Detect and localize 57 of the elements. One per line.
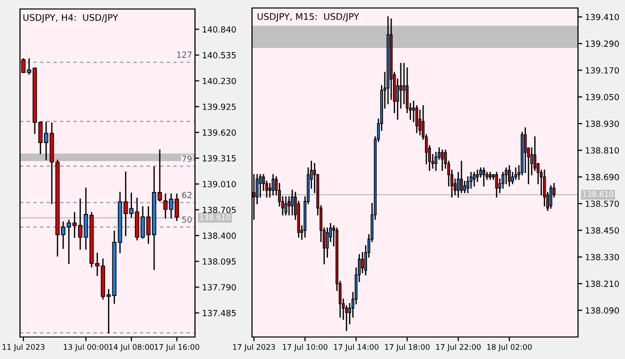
y-tick-label: 138.400 [202,232,236,239]
y-tick-label: 139.010 [202,180,236,188]
text: USDJPY, M15: USD/JPY [258,13,360,22]
candlestick [524,127,527,174]
y-tick-label: 139.315 [202,155,236,162]
y-tick-label: 139.925 [202,104,236,110]
annotation: 79 [182,156,192,162]
candlestick [434,152,438,171]
y-tick-label: 140.230 [202,78,236,84]
candlestick [463,180,466,194]
candlestick [290,190,294,216]
candlestick [440,150,444,171]
y-tick-label: 137.485 [202,310,236,316]
candlestick [466,176,470,194]
y-tick-label: 139.290 [586,40,619,47]
annotation: 62 [182,192,192,198]
candlestick [268,182,272,198]
y-tick-label: 138.095 [202,258,236,265]
candlestick [508,165,511,186]
y-tick-label: 138.090 [586,307,619,314]
y-tick-label: 138.930 [586,120,619,127]
candlestick [549,185,552,209]
candlestick [288,196,290,216]
candlestick [482,167,486,186]
y-tick-label: 139.410 [586,14,619,20]
y-tick-label: 138.705 [202,206,236,214]
y-tick-label: 138.570 [586,200,619,207]
candlestick [495,172,498,198]
candlestick [361,252,364,274]
candlestick [460,160,463,194]
candlestick [284,196,288,216]
candlestick [399,62,402,109]
annotation: 50 [182,216,192,223]
candlestick [488,172,492,180]
y-tick-label: 140.535 [202,52,236,58]
y-tick-label: 138.690 [586,174,619,180]
y-tick-label: 139.050 [586,94,619,100]
annotation: 127 [177,52,192,58]
candlestick [272,174,274,196]
y-tick-label: 138.810 [586,147,619,154]
candlestick [502,172,504,189]
text: USDJPY, H4: USD/JPY [23,14,118,23]
y-tick-label: 137.790 [202,284,236,290]
y-tick-label: 138.450 [586,227,619,234]
y-tick-label: 140.840 [202,26,236,33]
candlestick [470,172,472,189]
candlestick [402,62,406,104]
y-tick-label: 138.330 [586,254,619,260]
y-tick-label: 139.620 [202,129,236,136]
candlestick [504,167,508,184]
candlestick [412,100,415,122]
y-tick-label: 138.210 [586,280,619,287]
candlestick [511,172,514,184]
y-tick-label: 139.170 [586,67,619,74]
candlestick [514,167,518,180]
candlestick [472,172,476,186]
candlestick [476,170,479,182]
